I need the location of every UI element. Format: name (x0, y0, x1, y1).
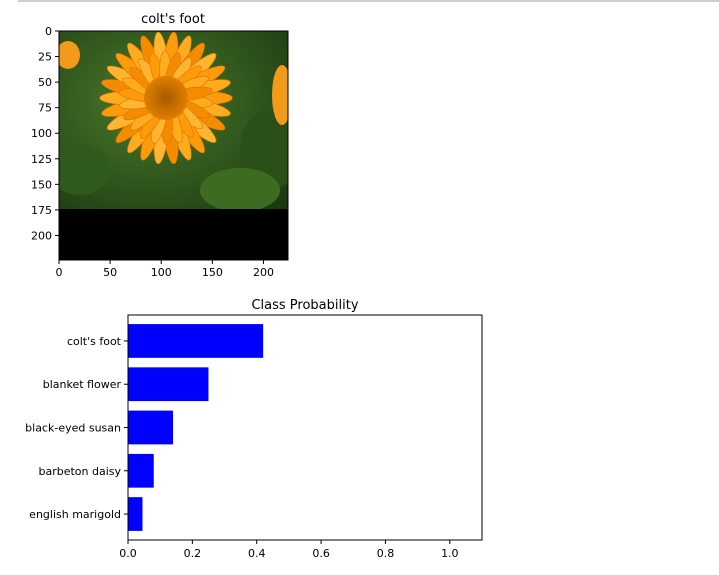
bar (128, 410, 174, 445)
image-axes: colt's foot 0 50 100 150 200 0 25 50 75 100 125 15… (31, 12, 289, 279)
y-tick-label: 100 (31, 127, 52, 140)
flower-image (59, 31, 288, 209)
x-tick-label: 0 (56, 266, 63, 279)
bars-group (128, 324, 264, 531)
bar-x-ticks: 0.0 0.2 0.4 0.6 0.8 1.0 (119, 540, 459, 560)
y-tick-label: 50 (38, 76, 52, 89)
image-title: colt's foot (141, 12, 205, 27)
y-tick-label: 175 (31, 204, 52, 217)
image-x-ticks: 0 50 100 150 200 (56, 260, 274, 279)
x-tick-label: 200 (253, 266, 274, 279)
x-tick-label: 100 (151, 266, 172, 279)
x-tick-label: 150 (202, 266, 223, 279)
y-tick-label: 200 (31, 229, 52, 242)
y-tick-label: 125 (31, 153, 52, 166)
category-label: blanket flower (43, 378, 122, 391)
bar (128, 367, 209, 402)
leaf-shape (59, 145, 110, 195)
category-label: black-eyed susan (25, 422, 121, 435)
x-tick-label: 0.4 (248, 547, 266, 560)
flower-center (144, 76, 188, 120)
y-tick-label: 0 (45, 25, 52, 38)
bar (128, 324, 264, 358)
x-tick-label: 1.0 (441, 547, 459, 560)
image-padding (59, 209, 288, 260)
image-frame (58, 30, 289, 261)
bar (128, 497, 143, 531)
bar-y-ticks: colt's foot blanket flower black-eyed susa… (25, 335, 128, 521)
bar-chart-title: Class Probability (251, 298, 358, 313)
leaf-shape (200, 168, 280, 209)
category-label: barbeton daisy (38, 465, 121, 478)
bar-chart-axes: Class Probability colt's foot blanket flo… (25, 298, 483, 560)
y-tick-label: 150 (31, 178, 52, 191)
side-flower (59, 41, 80, 69)
category-label: colt's foot (67, 335, 122, 348)
x-tick-label: 0.0 (119, 547, 137, 560)
bar (128, 453, 154, 488)
x-tick-label: 0.8 (377, 547, 395, 560)
category-label: english marigold (29, 508, 121, 521)
y-tick-label: 25 (38, 51, 52, 64)
x-tick-label: 0.2 (184, 547, 202, 560)
image-y-ticks: 0 25 50 75 100 125 150 175 200 (31, 25, 59, 242)
top-divider (18, 0, 719, 2)
side-flower (272, 65, 288, 125)
x-tick-label: 0.6 (312, 547, 330, 560)
y-tick-label: 75 (38, 102, 52, 115)
x-tick-label: 50 (103, 266, 117, 279)
